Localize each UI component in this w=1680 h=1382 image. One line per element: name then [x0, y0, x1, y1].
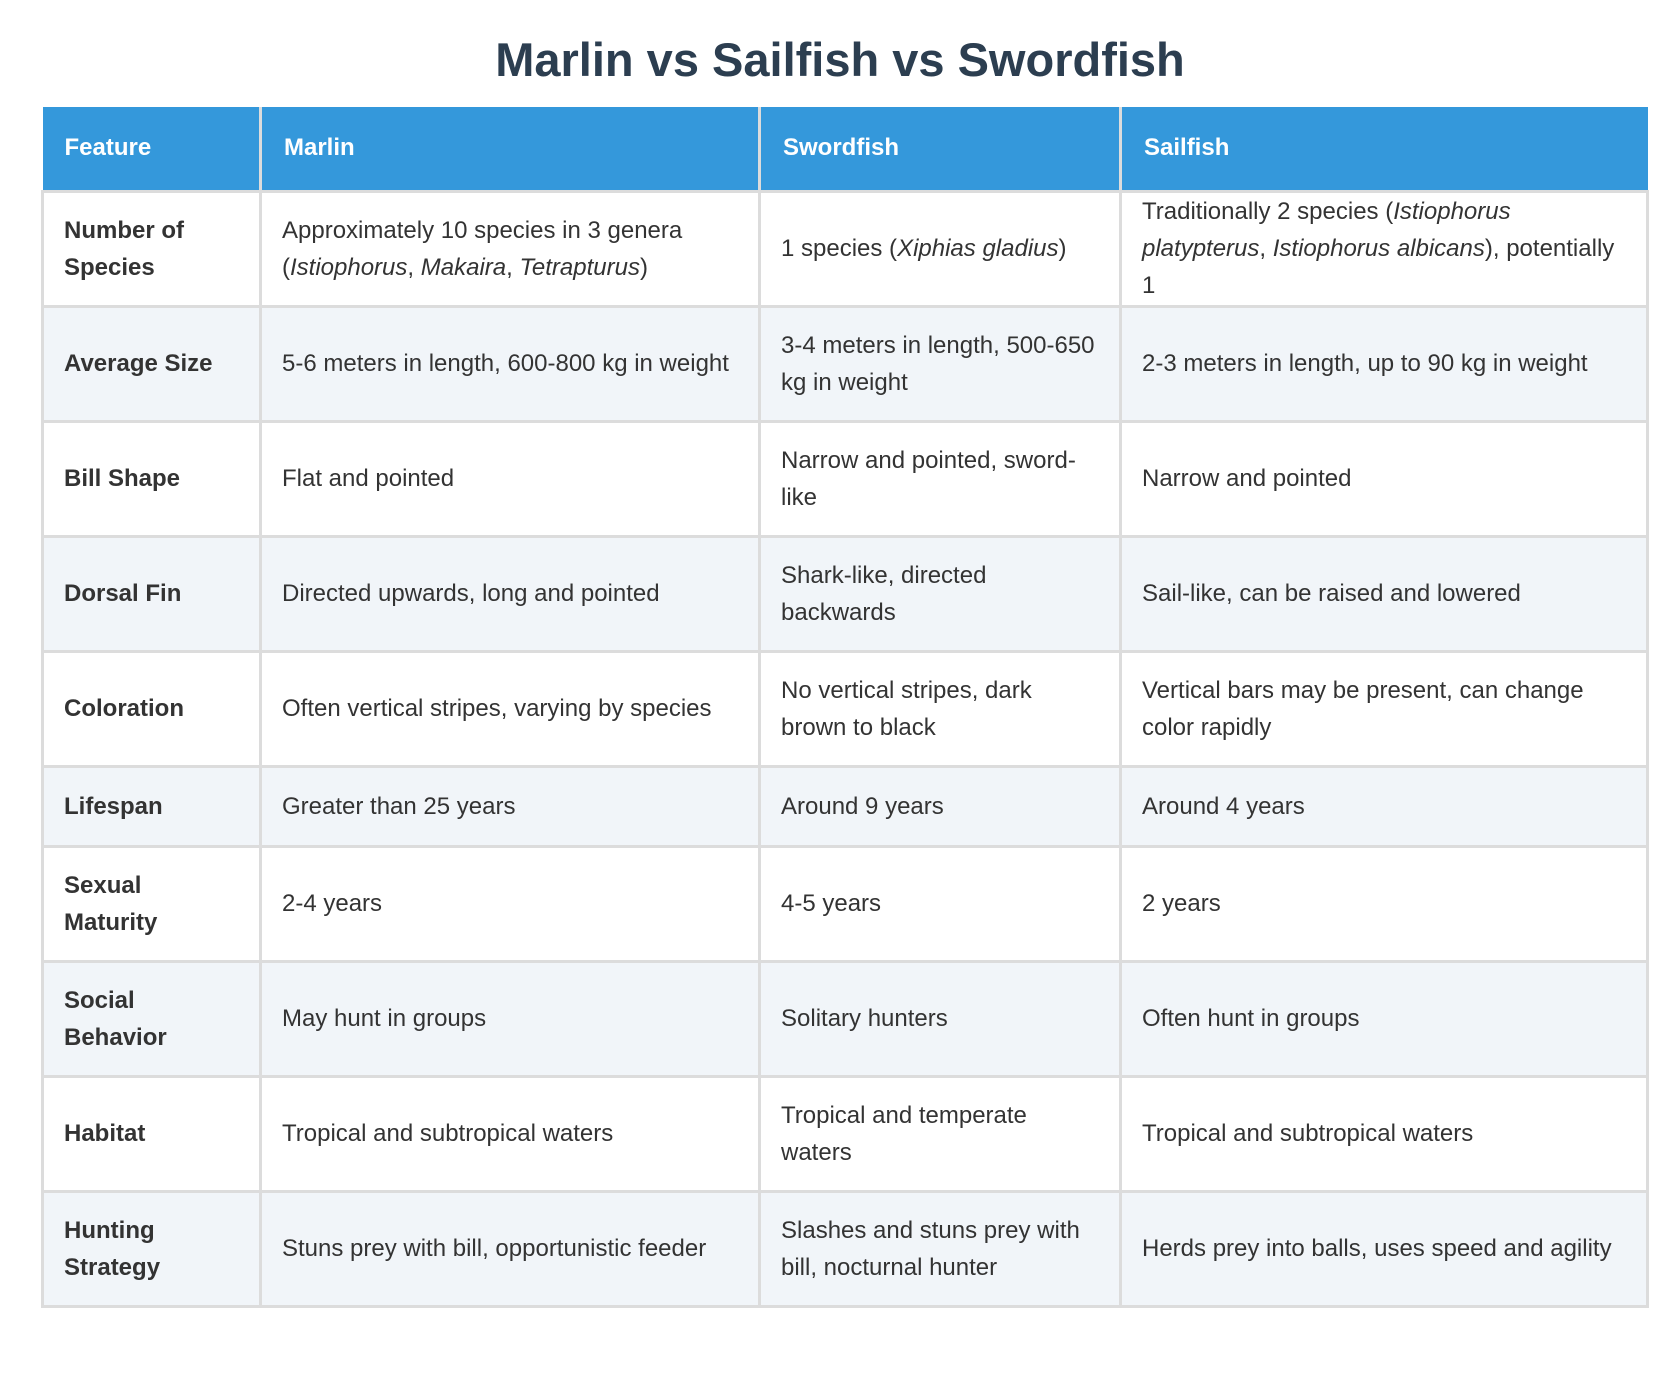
table-header: Feature Marlin Swordfish Sailfish [42, 107, 1648, 193]
marlin-cell: Often vertical stripes, varying by speci… [259, 649, 761, 768]
swordfish-cell: Slashes and stuns prey with bill, noctur… [758, 1189, 1122, 1308]
table-row: Coloration Often vertical stripes, varyi… [41, 649, 1649, 768]
table-row: Social Behavior May hunt in groups Solit… [41, 959, 1649, 1078]
column-header-swordfish: Swordfish [758, 107, 1122, 193]
sailfish-cell: Narrow and pointed [1119, 419, 1649, 538]
marlin-cell: 5-6 meters in length, 600-800 kg in weig… [259, 304, 761, 423]
feature-cell: Number of Species [41, 189, 262, 308]
swordfish-cell: 3-4 meters in length, 500-650 kg in weig… [758, 304, 1122, 423]
table-row: Average Size 5-6 meters in length, 600-8… [41, 304, 1649, 423]
page-title: Marlin vs Sailfish vs Swordfish [495, 33, 1185, 86]
sailfish-cell: Traditionally 2 species (Istiophorus pla… [1119, 189, 1649, 308]
table-row: Lifespan Greater than 25 years Around 9 … [41, 764, 1649, 848]
marlin-cell: Greater than 25 years [259, 764, 761, 848]
text-segment: , [1259, 235, 1273, 262]
text-segment: ), potentially 1 [1142, 235, 1615, 299]
sailfish-cell: 2 years [1119, 844, 1649, 963]
feature-cell: Social Behavior [41, 959, 262, 1078]
species-name: Istiophorus platypterus [1142, 198, 1511, 262]
swordfish-cell: Tropical and temperate waters [758, 1074, 1122, 1193]
text-segment: ) [639, 253, 648, 281]
swordfish-cell: Around 9 years [758, 764, 1122, 848]
marlin-cell: Stuns prey with bill, opportunistic feed… [259, 1189, 761, 1308]
genus-name: Makaira [420, 253, 507, 281]
table-row: Sexual Maturity 2-4 years 4-5 years 2 ye… [41, 844, 1649, 963]
marlin-cell: 2-4 years [259, 844, 761, 963]
column-header-feature: Feature [42, 107, 262, 193]
feature-cell: Sexual Maturity [41, 844, 262, 963]
text-segment: Approximately 10 species in 3 genera ( [282, 216, 683, 281]
feature-cell: Habitat [41, 1074, 262, 1193]
feature-cell: Lifespan [41, 764, 262, 848]
swordfish-cell: Shark-like, directed backwards [758, 534, 1122, 653]
sailfish-cell: Herds prey into balls, uses speed and ag… [1119, 1189, 1649, 1308]
feature-cell: Hunting Strategy [41, 1189, 262, 1308]
sailfish-cell: 2-3 meters in length, up to 90 kg in wei… [1119, 304, 1649, 423]
sailfish-cell: Vertical bars may be present, can change… [1119, 649, 1649, 768]
feature-cell: Average Size [41, 304, 262, 423]
table-body: Number of Species Approximately 10 speci… [41, 189, 1649, 1308]
comparison-table: Feature Marlin Swordfish Sailfish Number… [41, 107, 1649, 1308]
sailfish-cell: Tropical and subtropical waters [1119, 1074, 1649, 1193]
marlin-cell: Tropical and subtropical waters [259, 1074, 761, 1193]
text-segment: Traditionally 2 species ( [1142, 198, 1394, 225]
header-row: Feature Marlin Swordfish Sailfish [42, 107, 1648, 193]
marlin-cell: Approximately 10 species in 3 genera (Is… [259, 189, 761, 308]
sailfish-cell: Around 4 years [1119, 764, 1649, 848]
genus-name: Istiophorus [290, 253, 408, 281]
marlin-cell: Flat and pointed [259, 419, 761, 538]
swordfish-cell: 4-5 years [758, 844, 1122, 963]
swordfish-cell: Narrow and pointed, sword-like [758, 419, 1122, 538]
text-segment: 1 species ( [781, 235, 898, 262]
sailfish-cell: Often hunt in groups [1119, 959, 1649, 1078]
feature-cell: Dorsal Fin [41, 534, 262, 653]
swordfish-cell: No vertical stripes, dark brown to black [758, 649, 1122, 768]
text-segment: ) [1058, 235, 1067, 262]
sailfish-cell: Sail-like, can be raised and lowered [1119, 534, 1649, 653]
text-segment: , [407, 253, 421, 281]
species-name: Xiphias gladius [897, 235, 1059, 262]
text-segment: , [506, 253, 520, 281]
swordfish-cell: Solitary hunters [758, 959, 1122, 1078]
marlin-cell: Directed upwards, long and pointed [259, 534, 761, 653]
column-header-marlin: Marlin [259, 107, 761, 193]
swordfish-cell: 1 species (Xiphias gladius) [758, 189, 1122, 308]
marlin-cell: May hunt in groups [259, 959, 761, 1078]
column-header-sailfish: Sailfish [1119, 107, 1648, 193]
table-row: Number of Species Approximately 10 speci… [41, 189, 1649, 308]
table-row: Bill Shape Flat and pointed Narrow and p… [41, 419, 1649, 538]
genus-name: Tetrapturus [519, 253, 640, 281]
feature-cell: Bill Shape [41, 419, 262, 538]
species-name: Istiophorus albicans [1272, 235, 1485, 262]
comparison-table-container: Feature Marlin Swordfish Sailfish Number… [41, 107, 1649, 1308]
table-row: Dorsal Fin Directed upwards, long and po… [41, 534, 1649, 653]
table-row: Hunting Strategy Stuns prey with bill, o… [41, 1189, 1649, 1308]
feature-cell: Coloration [41, 649, 262, 768]
table-row: Habitat Tropical and subtropical waters … [41, 1074, 1649, 1193]
